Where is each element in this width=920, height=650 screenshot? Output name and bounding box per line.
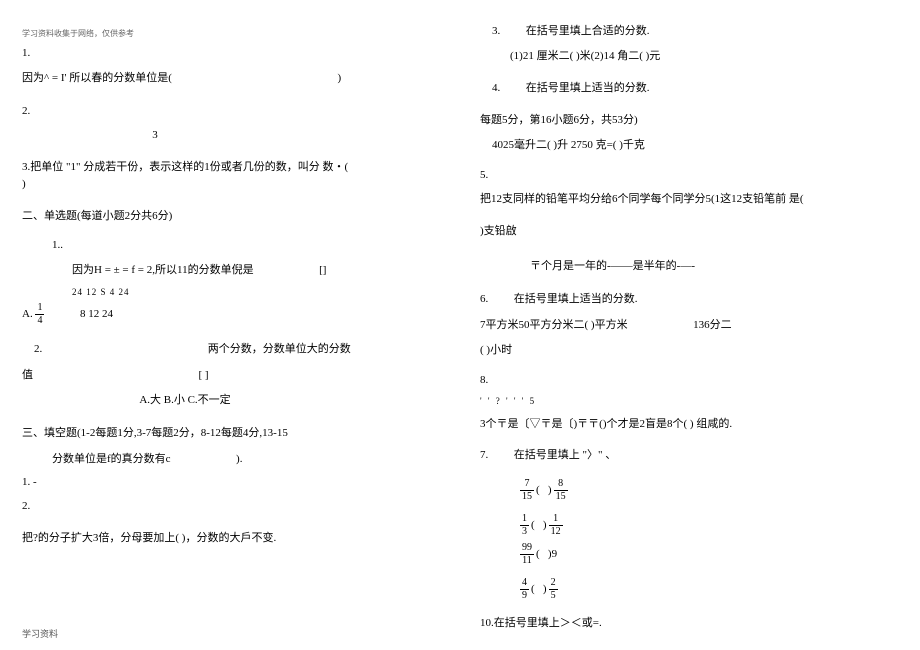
r-q4-text: 在括号里填上适当的分数. <box>526 82 650 94</box>
r-q8-num: 8. <box>480 374 900 386</box>
fraction-8-15: 815 <box>554 479 568 502</box>
fraction-2-5: 25 <box>549 578 558 601</box>
section3-line2: 分数单位是f的真分数有c ). <box>22 450 448 466</box>
r-q8-dots: ' ' ? ' ' ' 5 <box>480 396 900 406</box>
r-q5-num: 5. <box>480 169 900 181</box>
r-q4: 4. 在括号里填上适当的分数. <box>480 80 900 98</box>
r-q7-num: 7. <box>480 449 488 461</box>
q2-num: 2. <box>22 105 448 117</box>
fraction-1-12: 112 <box>549 514 563 537</box>
r-q7-text: 在括号里填上 "〉" 、 <box>514 449 616 461</box>
q1-text-body: 因为^ = I' 所以春的分数单位是( <box>22 72 172 84</box>
r-q5-text2: )支铅啟 <box>480 222 900 238</box>
r-q3-num: 3. <box>492 25 500 37</box>
s2-q2-num: 2. <box>22 343 42 355</box>
q3-close: ) <box>22 178 26 190</box>
q1-num: 1. <box>22 47 448 59</box>
s2-q1-line: 因为H = ± = f = 2,所以11的分数单倪是 [] <box>22 261 448 277</box>
r-q6-line-a: 7平方米50平方分米二( )平方米 <box>480 319 628 331</box>
frac-den: 4 <box>35 315 44 326</box>
s3-l2-text: 分数单位是f的真分数有c <box>52 453 171 465</box>
q1-text: 因为^ = I' 所以春的分数单位是( ) <box>22 69 448 85</box>
r-q10: 10.在括号里填上＞＜或=. <box>480 615 900 633</box>
r-q6-line: 7平方米50平方分米二( )平方米 136分二 <box>480 316 900 332</box>
r-q6-line2: ( )小时 <box>480 342 900 360</box>
r-q5-text3: 〒个月是一年的-——是半年的-—- <box>480 258 900 276</box>
frac-num: 1 <box>35 303 44 315</box>
s2-q2: 2. 两个分数，分数单位大的分数 <box>22 340 448 356</box>
s2-q1-a: A. <box>22 308 33 320</box>
fraction-1-4: 1 4 <box>35 303 44 326</box>
r-q6: 6. 在括号里填上适当的分数. <box>480 290 900 306</box>
q3-text: 3.把单位 "1" 分成若干份，表示这样的1份或者几份的数，叫分 数・( <box>22 161 348 173</box>
fraction-4-9: 49 <box>520 578 529 601</box>
source-header: 学习资料收集于网络，仅供参考 <box>22 28 448 39</box>
s2-q1-rest: 8 12 24 <box>80 308 113 320</box>
s2-q1-sub: 24 12 S 4 24 <box>22 287 448 297</box>
section2-header: 二、单选题(每道小题2分共6分) <box>22 208 448 226</box>
r-q3-sub: (1)21 厘米二( )米(2)14 角二( )元 <box>480 48 900 66</box>
r-q6-text: 在括号里填上适当的分数. <box>514 293 638 305</box>
fraction-99-11: 9911 <box>520 543 534 566</box>
section3-header: 三、填空题(1-2每题1分,3-7每题2分，8-12每题4分,13-15 <box>22 424 448 440</box>
r-q6-line-b: 136分二 <box>693 319 732 331</box>
fraction-7-15: 715 <box>520 479 534 502</box>
q3: 3.把单位 "1" 分成若干份，表示这样的1份或者几份的数，叫分 数・( ) <box>22 159 448 194</box>
frac-row-1: 715 ( ) 815 13 ( ) 112 <box>480 479 900 537</box>
s2-q1-opts: A. 1 4 8 12 24 <box>22 303 448 326</box>
s3-q2-text: 把?的分子扩大3倍，分母要加上( )，分数的大戶不变. <box>22 530 448 548</box>
r-q5-text: 把12支同样的铅笔平均分给6个同学每个同学分5(1这12支铅笔前 是( <box>480 191 900 209</box>
right-column: 3. 在括号里填上合适的分数. (1)21 厘米二( )米(2)14 角二( )… <box>460 0 920 650</box>
s3-q1: 1. - <box>22 476 448 488</box>
s2-q2-line2: 值 [ ] <box>22 366 448 382</box>
q2-center: 3 <box>22 127 448 145</box>
s2-q1-body: 因为H = ± = f = 2,所以11的分数单倪是 <box>72 264 254 276</box>
r-q7: 7. 在括号里填上 "〉" 、 <box>480 447 900 465</box>
s2-q1-bracket: [] <box>319 264 326 276</box>
s2-q2-val: 值 <box>22 369 33 381</box>
scoring: 每题5分，第16小题6分，共53分) <box>480 111 900 127</box>
r-q8-text: 3个〒是〔▽〒是〔)〒〒()个才是2盲是8个( ) 组咸的. <box>480 416 900 434</box>
s2-q1-num: 1.. <box>22 239 448 251</box>
s2-q2-text: 两个分数，分数单位大的分数 <box>208 343 351 355</box>
r-q3-text: 在括号里填上合适的分数. <box>526 25 650 37</box>
r-q6-num: 6. <box>480 293 488 305</box>
footer-text: 学习资料 <box>22 627 58 640</box>
s2-q2-opts: A.大 B.小 C.不一定 <box>22 392 448 410</box>
frac-row-2: 9911 ( )9 49 ( ) 25 <box>480 543 900 601</box>
left-column: 学习资料收集于网络，仅供参考 1. 因为^ = I' 所以春的分数单位是( ) … <box>0 0 460 650</box>
fraction-1-3: 13 <box>520 514 529 537</box>
s3-q2: 2. <box>22 498 448 516</box>
q1-close: ) <box>337 72 341 84</box>
s3-l2-close: ). <box>236 453 242 465</box>
r-q4-num: 4. <box>492 82 500 94</box>
s2-q2-bracket: [ ] <box>199 369 209 381</box>
scoring-line: 4025毫升二( )升 2750 克=( )千克 <box>480 137 900 155</box>
r-q3: 3. 在括号里填上合适的分数. <box>480 22 900 38</box>
